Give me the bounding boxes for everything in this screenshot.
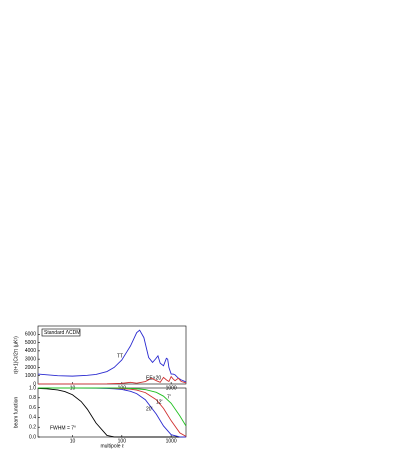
series-line — [38, 387, 187, 427]
y-tick-label: 3000 — [25, 356, 36, 362]
x-tick-label: 1000 — [166, 385, 177, 391]
legend-title: Standard ΛCDM — [44, 330, 80, 336]
legend-box — [41, 328, 81, 337]
series-label: 7' — [167, 394, 171, 400]
y-axis-label: ℓ(ℓ+1)Cℓ/2π (μK²) — [13, 336, 19, 374]
y-tick-label: 0.4 — [29, 415, 36, 421]
y-axis-label: beam function — [13, 397, 19, 429]
y-tick-label: 2000 — [25, 365, 36, 371]
series-label: 12' — [156, 399, 163, 405]
y-tick-label: 6000 — [25, 332, 36, 338]
y-tick-label: 1.0 — [29, 385, 36, 391]
series-line — [37, 329, 187, 383]
series-label: TT — [117, 353, 123, 359]
y-tick-label: 4000 — [25, 348, 36, 354]
y-tick-label: 0.6 — [29, 405, 36, 411]
y-tick-label: 0.8 — [29, 395, 36, 401]
y-tick-label: 5000 — [25, 340, 36, 346]
y-tick-label: 0.2 — [29, 425, 36, 431]
series-line — [37, 387, 186, 438]
x-axis-label: multipole ℓ — [100, 443, 123, 449]
series-label: EE×20 — [146, 375, 161, 381]
y-tick-label: 0 — [33, 381, 36, 387]
x-tick-label: 1000 — [166, 438, 177, 444]
y-tick-label: 0.0 — [29, 434, 36, 440]
series-label: FWHM = 7° — [50, 425, 76, 431]
series-label: 20' — [146, 406, 153, 412]
x-tick-label: 10 — [70, 438, 76, 444]
x-tick-label: 100 — [118, 438, 127, 444]
y-tick-label: 1000 — [25, 373, 36, 379]
series-line — [37, 375, 187, 385]
